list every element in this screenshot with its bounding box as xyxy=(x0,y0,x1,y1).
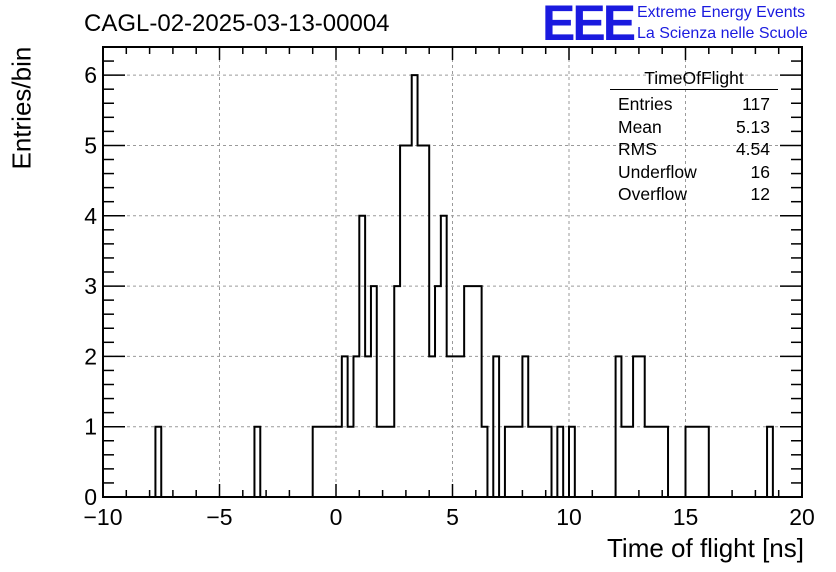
x-tick-label: −10 xyxy=(83,504,122,530)
x-tick-label: 10 xyxy=(556,504,582,530)
histogram-bin xyxy=(342,356,348,497)
stats-title: TimeOfFlight xyxy=(610,67,778,90)
histogram-bin xyxy=(394,286,400,497)
histogram-bin xyxy=(418,145,430,497)
histogram-bin xyxy=(336,427,342,497)
histogram-bin xyxy=(656,427,668,497)
histogram-bin xyxy=(371,286,377,497)
histogram-bin xyxy=(616,356,622,497)
stats-label: Overflow xyxy=(618,184,688,205)
logo-line-2: La Scienza nelle Scuole xyxy=(637,25,808,42)
histogram-bin xyxy=(254,427,260,497)
stats-box: TimeOfFlight Entries 117 Mean 5.13 RMS 4… xyxy=(610,67,778,206)
histogram-bin xyxy=(691,427,708,497)
y-tick-label: 5 xyxy=(84,132,97,158)
y-tick-label: 2 xyxy=(84,343,97,369)
x-tick-label: 0 xyxy=(330,504,343,530)
y-tick-label: 3 xyxy=(84,273,97,299)
x-tick-label: 15 xyxy=(673,504,699,530)
stats-label: Underflow xyxy=(618,161,697,182)
histogram-bin xyxy=(476,286,482,497)
stats-value: 117 xyxy=(742,94,770,114)
y-tick-label: 0 xyxy=(84,484,97,510)
histogram-bin xyxy=(522,356,528,497)
histogram-bin xyxy=(365,356,371,497)
histogram-bin xyxy=(359,216,365,497)
histogram-bin xyxy=(400,145,406,497)
stats-row-underflow: Underflow 16 xyxy=(610,161,778,184)
eee-logo: EEE xyxy=(542,0,636,51)
histogram-bin xyxy=(767,427,773,497)
histogram-bin xyxy=(505,427,522,497)
x-tick-label: −5 xyxy=(206,504,232,530)
logo-line-1: Extreme Energy Events xyxy=(637,4,806,21)
histogram-bin xyxy=(435,286,441,497)
histogram-bin xyxy=(348,427,354,497)
histogram-bin xyxy=(621,427,633,497)
stats-label: Entries xyxy=(618,94,673,114)
histogram-bin xyxy=(528,427,551,497)
histogram-bin xyxy=(353,356,359,497)
stats-label: Mean xyxy=(618,116,662,137)
y-tick-label: 4 xyxy=(84,203,97,229)
y-tick-label: 6 xyxy=(84,62,97,88)
stats-row-entries: Entries 117 xyxy=(610,93,778,116)
histogram-bin xyxy=(447,356,464,497)
y-axis-label: Entries/bin xyxy=(6,46,37,170)
histogram-bin xyxy=(464,286,476,497)
grid-lines xyxy=(103,47,802,497)
chart-title: CAGL-02-2025-03-13-00004 xyxy=(84,10,390,37)
histogram-bin xyxy=(406,145,412,497)
histogram-bin xyxy=(493,356,499,497)
histogram-bin xyxy=(482,427,488,497)
histogram-bin xyxy=(155,427,161,497)
histogram-bin xyxy=(441,216,447,497)
histogram-bin xyxy=(313,427,336,497)
axis-ticks xyxy=(102,46,803,498)
histogram-bin xyxy=(633,356,645,497)
histogram-bin xyxy=(686,427,692,497)
histogram-bin xyxy=(377,427,394,497)
histogram-bin xyxy=(645,427,657,497)
histogram-bin xyxy=(429,356,435,497)
x-tick-label: 20 xyxy=(789,504,815,530)
histogram-bin xyxy=(569,427,575,497)
stats-row-mean: Mean 5.13 xyxy=(610,116,778,139)
histogram-outline xyxy=(103,74,802,498)
stats-value: 12 xyxy=(750,184,770,205)
stats-value: 5.13 xyxy=(735,116,770,137)
stats-row-rms: RMS 4.54 xyxy=(610,138,778,161)
y-tick-label: 1 xyxy=(84,414,97,440)
histogram-bin xyxy=(557,427,563,497)
stats-row-overflow: Overflow 12 xyxy=(610,183,778,206)
x-axis-label: Time of flight [ns] xyxy=(607,533,804,563)
stats-label: RMS xyxy=(618,139,657,160)
stats-value: 16 xyxy=(750,161,770,182)
x-tick-label: 5 xyxy=(446,504,459,530)
histogram-bin xyxy=(412,75,418,497)
stats-value: 4.54 xyxy=(735,139,770,160)
